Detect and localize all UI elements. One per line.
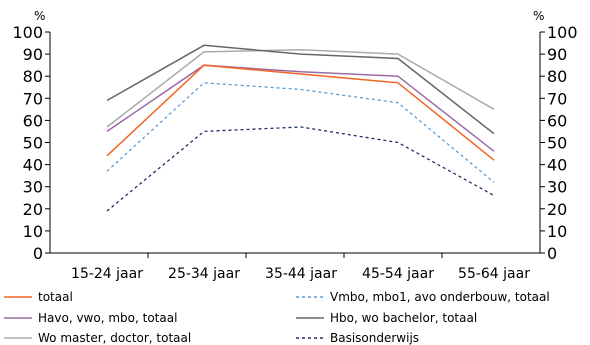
y-tick-label-right: 90: [547, 45, 567, 64]
legend-label: totaal: [38, 290, 73, 304]
series-line-2: [106, 82, 495, 183]
y-tick-label-left: 10: [23, 222, 43, 241]
y-tick-label-right: 30: [547, 178, 567, 197]
legend-label: Hbo, wo bachelor, totaal: [330, 311, 477, 325]
legend-label: Wo master, doctor, totaal: [38, 331, 191, 345]
y-tick-label-right: 80: [547, 67, 567, 86]
series-line-1: [106, 64, 495, 161]
y-tick-label-left: 20: [23, 200, 43, 219]
y-unit-right: %: [533, 9, 544, 23]
y-tick-label-right: 100: [547, 23, 578, 42]
y-tick-label-right: 10: [547, 222, 567, 241]
chart-axes: % % 0 0 10 10 20 20 30 30 40 40 50 50 60 60 70 70 80 80 90 90…: [12, 9, 577, 282]
series-line-5: [106, 48, 495, 128]
y-tick-label-left: 100: [12, 23, 43, 42]
series-line-4: [106, 44, 495, 135]
y-tick-label-left: 50: [23, 134, 43, 153]
x-tick-label: 55-64 jaar: [458, 266, 530, 282]
x-tick-label: 15-24 jaar: [71, 266, 143, 282]
y-tick-label-left: 90: [23, 45, 43, 64]
legend-label: Vmbo, mbo1, avo onderbouw, totaal: [330, 290, 550, 304]
series-line-3: [106, 64, 495, 152]
chart-series: [106, 44, 495, 212]
y-tick-label-right: 50: [547, 134, 567, 153]
y-tick-label-right: 60: [547, 111, 567, 130]
legend-label: Havo, vwo, mbo, totaal: [38, 311, 177, 325]
x-tick-label: 45-54 jaar: [362, 266, 434, 282]
series-line-6: [106, 126, 495, 212]
y-tick-label-left: 80: [23, 67, 43, 86]
y-tick-label-right: 0: [547, 244, 557, 263]
x-tick-label: 35-44 jaar: [265, 266, 337, 282]
y-tick-label-right: 70: [547, 89, 567, 108]
y-tick-label-right: 20: [547, 200, 567, 219]
y-unit-left: %: [34, 9, 45, 23]
y-tick-label-left: 30: [23, 178, 43, 197]
y-tick-label-left: 60: [23, 111, 43, 130]
y-tick-label-left: 0: [33, 244, 43, 263]
x-tick-label: 25-34 jaar: [168, 266, 240, 282]
chart-legend: totaal Vmbo, mbo1, avo onderbouw, totaal H…: [4, 290, 550, 345]
y-tick-label-right: 40: [547, 156, 567, 175]
y-tick-label-left: 70: [23, 89, 43, 108]
legend-label: Basisonderwijs: [330, 331, 419, 345]
y-tick-label-left: 40: [23, 156, 43, 175]
